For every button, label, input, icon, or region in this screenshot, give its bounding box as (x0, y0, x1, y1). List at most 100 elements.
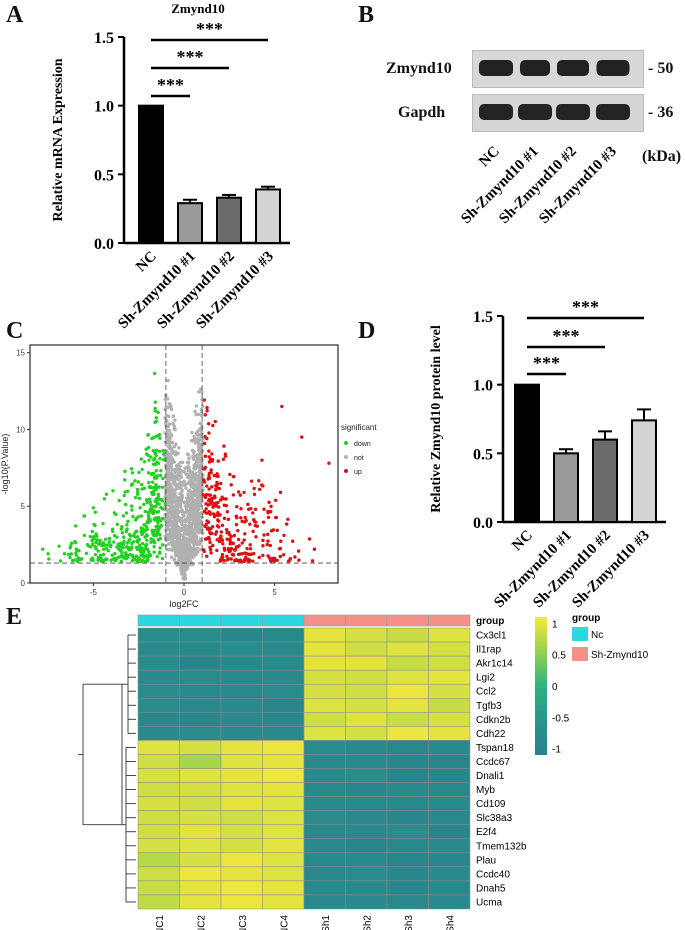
panel-e-letter: E (6, 604, 23, 630)
point-down (142, 486, 147, 490)
point-down (135, 539, 139, 543)
point-not (168, 511, 173, 515)
group-cell (262, 614, 305, 627)
heatmap-cell (137, 838, 180, 854)
point-down (144, 553, 149, 558)
point-not (195, 495, 200, 500)
point-not (177, 526, 181, 530)
point-down (74, 547, 78, 551)
heatmap-cell (428, 852, 471, 868)
point-down (122, 535, 126, 539)
heatmap-cell (179, 880, 222, 896)
heatmap-cell (220, 683, 263, 699)
heatmap-cell (303, 712, 346, 727)
heatmap-cell (345, 810, 388, 825)
heatmap-cell (386, 669, 429, 685)
heatmap-cell (303, 754, 346, 769)
point-down (144, 546, 148, 551)
point-down (123, 502, 128, 507)
point-not (184, 560, 188, 564)
heatmap-cell (179, 698, 222, 713)
point-up (271, 556, 275, 561)
point-not (169, 471, 173, 475)
bar-4 (631, 419, 657, 523)
point-not (192, 517, 196, 521)
point-down (137, 496, 142, 501)
point-down (138, 548, 142, 552)
panel-d-bar-chart: 0.0 0.5 1.0 1.5 Relative Zmynd10 protein lev… (429, 297, 666, 611)
point-not (194, 478, 198, 482)
group-cell (220, 614, 263, 627)
heatmap-cell (262, 796, 305, 811)
heatmap-cell (179, 669, 222, 685)
color-scale-label: 0.5 (552, 651, 566, 662)
point-down (152, 476, 157, 480)
point-up (266, 532, 270, 537)
heatmap-cell (179, 641, 222, 657)
point-not (178, 464, 182, 468)
point-down (57, 544, 61, 548)
point-up (218, 513, 222, 517)
point-up (203, 480, 207, 484)
point-up (226, 517, 231, 522)
point-up (202, 549, 206, 554)
heatmap-cell (262, 698, 305, 713)
point-not (173, 506, 178, 511)
point-up (278, 546, 283, 551)
heatmap-cell (386, 894, 429, 910)
point-down (161, 448, 165, 453)
point-not (192, 527, 197, 531)
heatmap-cell (428, 838, 471, 854)
heatmap-cell (386, 838, 429, 854)
point-not (191, 450, 196, 455)
heatmap-cell (386, 641, 429, 657)
point-down (69, 541, 74, 545)
point-not (198, 547, 203, 552)
point-down (129, 483, 134, 487)
point-not (176, 509, 181, 513)
point-not (170, 543, 174, 547)
point-down (104, 546, 109, 551)
x-tick-label: 5 (272, 588, 277, 597)
point-down (152, 550, 156, 554)
point-down (151, 533, 156, 537)
point-down (140, 467, 144, 472)
y-tick-label: 15 (16, 349, 25, 358)
point-up (278, 490, 283, 495)
point-up (213, 419, 218, 424)
point-not (164, 486, 168, 491)
row-dendrogram (78, 634, 136, 903)
point-down (136, 515, 140, 519)
point-down (142, 523, 146, 527)
point-up (225, 554, 229, 558)
point-not (196, 429, 200, 433)
point-up (203, 413, 208, 417)
point-not (192, 434, 196, 439)
row-label: Cdh22 (476, 729, 506, 740)
heatmap-cell (220, 838, 263, 854)
heatmap-cell (303, 768, 346, 783)
point-not (181, 512, 185, 517)
heatmap-cell (220, 796, 263, 811)
point-not (176, 468, 181, 472)
column-label: Sh1 (321, 915, 332, 930)
point-down (152, 471, 156, 476)
point-not (170, 468, 175, 472)
row-label: Dnali1 (476, 771, 505, 782)
heatmap-cell (428, 754, 471, 769)
point-not (178, 471, 182, 476)
point-down (153, 400, 157, 404)
point-up (222, 546, 227, 550)
point-up (221, 457, 226, 461)
point-down (115, 522, 119, 526)
point-down (119, 541, 123, 545)
point-down (158, 551, 162, 555)
point-not (183, 575, 187, 580)
point-up (221, 542, 225, 546)
point-not (189, 438, 194, 443)
point-up (236, 545, 240, 549)
heatmap-cell (220, 655, 263, 671)
point-down (149, 553, 153, 558)
point-not (183, 520, 188, 524)
heatmap-cell (428, 669, 471, 685)
